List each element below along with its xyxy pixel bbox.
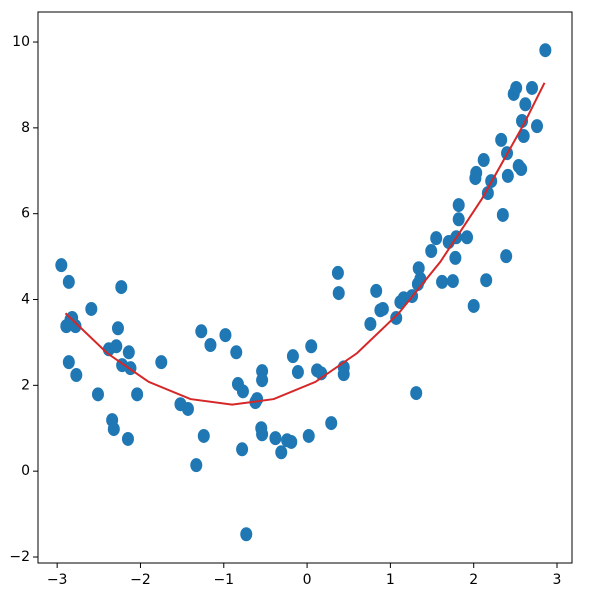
scatter-point bbox=[481, 186, 494, 201]
scatter-point bbox=[55, 258, 68, 273]
scatter-point bbox=[190, 458, 203, 473]
scatter-point bbox=[70, 368, 83, 383]
scatter-point bbox=[256, 373, 269, 388]
scatter-point bbox=[236, 384, 249, 399]
scatter-point bbox=[526, 80, 539, 95]
scatter-point bbox=[111, 321, 124, 336]
scatter-point bbox=[195, 324, 208, 339]
scatter-point bbox=[331, 265, 344, 280]
scatter-point bbox=[122, 345, 135, 360]
scatter-point bbox=[449, 250, 462, 265]
scatter-point bbox=[364, 316, 377, 331]
scatter-point bbox=[539, 43, 552, 58]
scatter-point bbox=[285, 434, 298, 449]
scatter-point bbox=[155, 355, 168, 370]
scatter-point bbox=[85, 301, 98, 316]
scatter-point bbox=[332, 286, 345, 301]
scatter-point bbox=[69, 319, 82, 334]
scatter-point bbox=[376, 301, 389, 316]
scatter-point bbox=[414, 271, 427, 286]
scatter-point bbox=[275, 445, 288, 460]
scatter-point bbox=[121, 431, 134, 446]
scatter-point bbox=[219, 328, 232, 343]
scatter-point bbox=[390, 310, 403, 325]
scatter-point bbox=[107, 422, 120, 437]
scatter-point bbox=[430, 231, 443, 246]
scatter-point bbox=[230, 345, 243, 360]
scatter-point bbox=[452, 212, 465, 227]
scatter-point bbox=[477, 153, 490, 168]
scatter-point bbox=[500, 249, 513, 264]
fit-line bbox=[64, 82, 546, 406]
scatter-point bbox=[452, 198, 465, 213]
x-tick-label: −1 bbox=[213, 572, 234, 588]
scatter-point bbox=[236, 442, 249, 457]
scatter-point bbox=[496, 207, 509, 222]
scatter-point bbox=[269, 431, 282, 446]
y-tick-label: −2 bbox=[9, 549, 30, 565]
scatter-point bbox=[410, 386, 423, 401]
x-tick-label: −2 bbox=[130, 572, 151, 588]
scatter-point bbox=[436, 274, 449, 289]
scatter-point bbox=[91, 387, 104, 402]
scatter-point bbox=[480, 273, 493, 288]
y-tick-label: 0 bbox=[21, 463, 30, 479]
scatter-point bbox=[501, 168, 514, 183]
scatter-point bbox=[519, 97, 532, 112]
scatter-point bbox=[240, 527, 253, 542]
scatter-point bbox=[110, 339, 123, 354]
scatter-point bbox=[325, 416, 338, 431]
scatter-point bbox=[197, 428, 210, 443]
x-tick-label: 3 bbox=[553, 572, 562, 588]
y-tick-label: 8 bbox=[21, 120, 30, 136]
scatter-point bbox=[302, 428, 315, 443]
scatter-point bbox=[531, 119, 544, 134]
y-tick-label: 4 bbox=[21, 292, 30, 308]
x-tick-label: −3 bbox=[47, 572, 68, 588]
scatter-point bbox=[305, 339, 318, 354]
scatter-point bbox=[515, 162, 528, 177]
scatter-point bbox=[461, 230, 474, 245]
scatter-point bbox=[517, 129, 530, 144]
scatter-point bbox=[516, 113, 529, 128]
scatter-point bbox=[370, 283, 383, 298]
scatter-point bbox=[286, 349, 299, 364]
y-tick-label: 2 bbox=[21, 377, 30, 393]
scatter-point bbox=[470, 165, 483, 180]
x-tick-label: 2 bbox=[469, 572, 478, 588]
scatter-point bbox=[251, 392, 264, 407]
x-tick-label: 0 bbox=[303, 572, 312, 588]
scatter-point bbox=[467, 298, 480, 313]
plot-frame bbox=[37, 11, 573, 564]
scatter-point bbox=[115, 280, 128, 295]
scatter-point bbox=[204, 338, 217, 353]
scatter-point bbox=[425, 244, 438, 259]
scatter-point bbox=[131, 387, 144, 402]
y-tick-label: 6 bbox=[21, 206, 30, 222]
scatter-point bbox=[412, 261, 425, 276]
scatter-point bbox=[255, 421, 268, 436]
scatter-point bbox=[510, 80, 523, 95]
scatter-point bbox=[181, 401, 194, 416]
scatter-point bbox=[62, 355, 75, 370]
scatter-point bbox=[62, 274, 75, 289]
y-tick-label: 10 bbox=[12, 34, 30, 50]
x-tick-label: 1 bbox=[386, 572, 395, 588]
scatter-point bbox=[446, 274, 459, 289]
scatter-point bbox=[291, 365, 304, 380]
scatter-point bbox=[495, 132, 508, 147]
